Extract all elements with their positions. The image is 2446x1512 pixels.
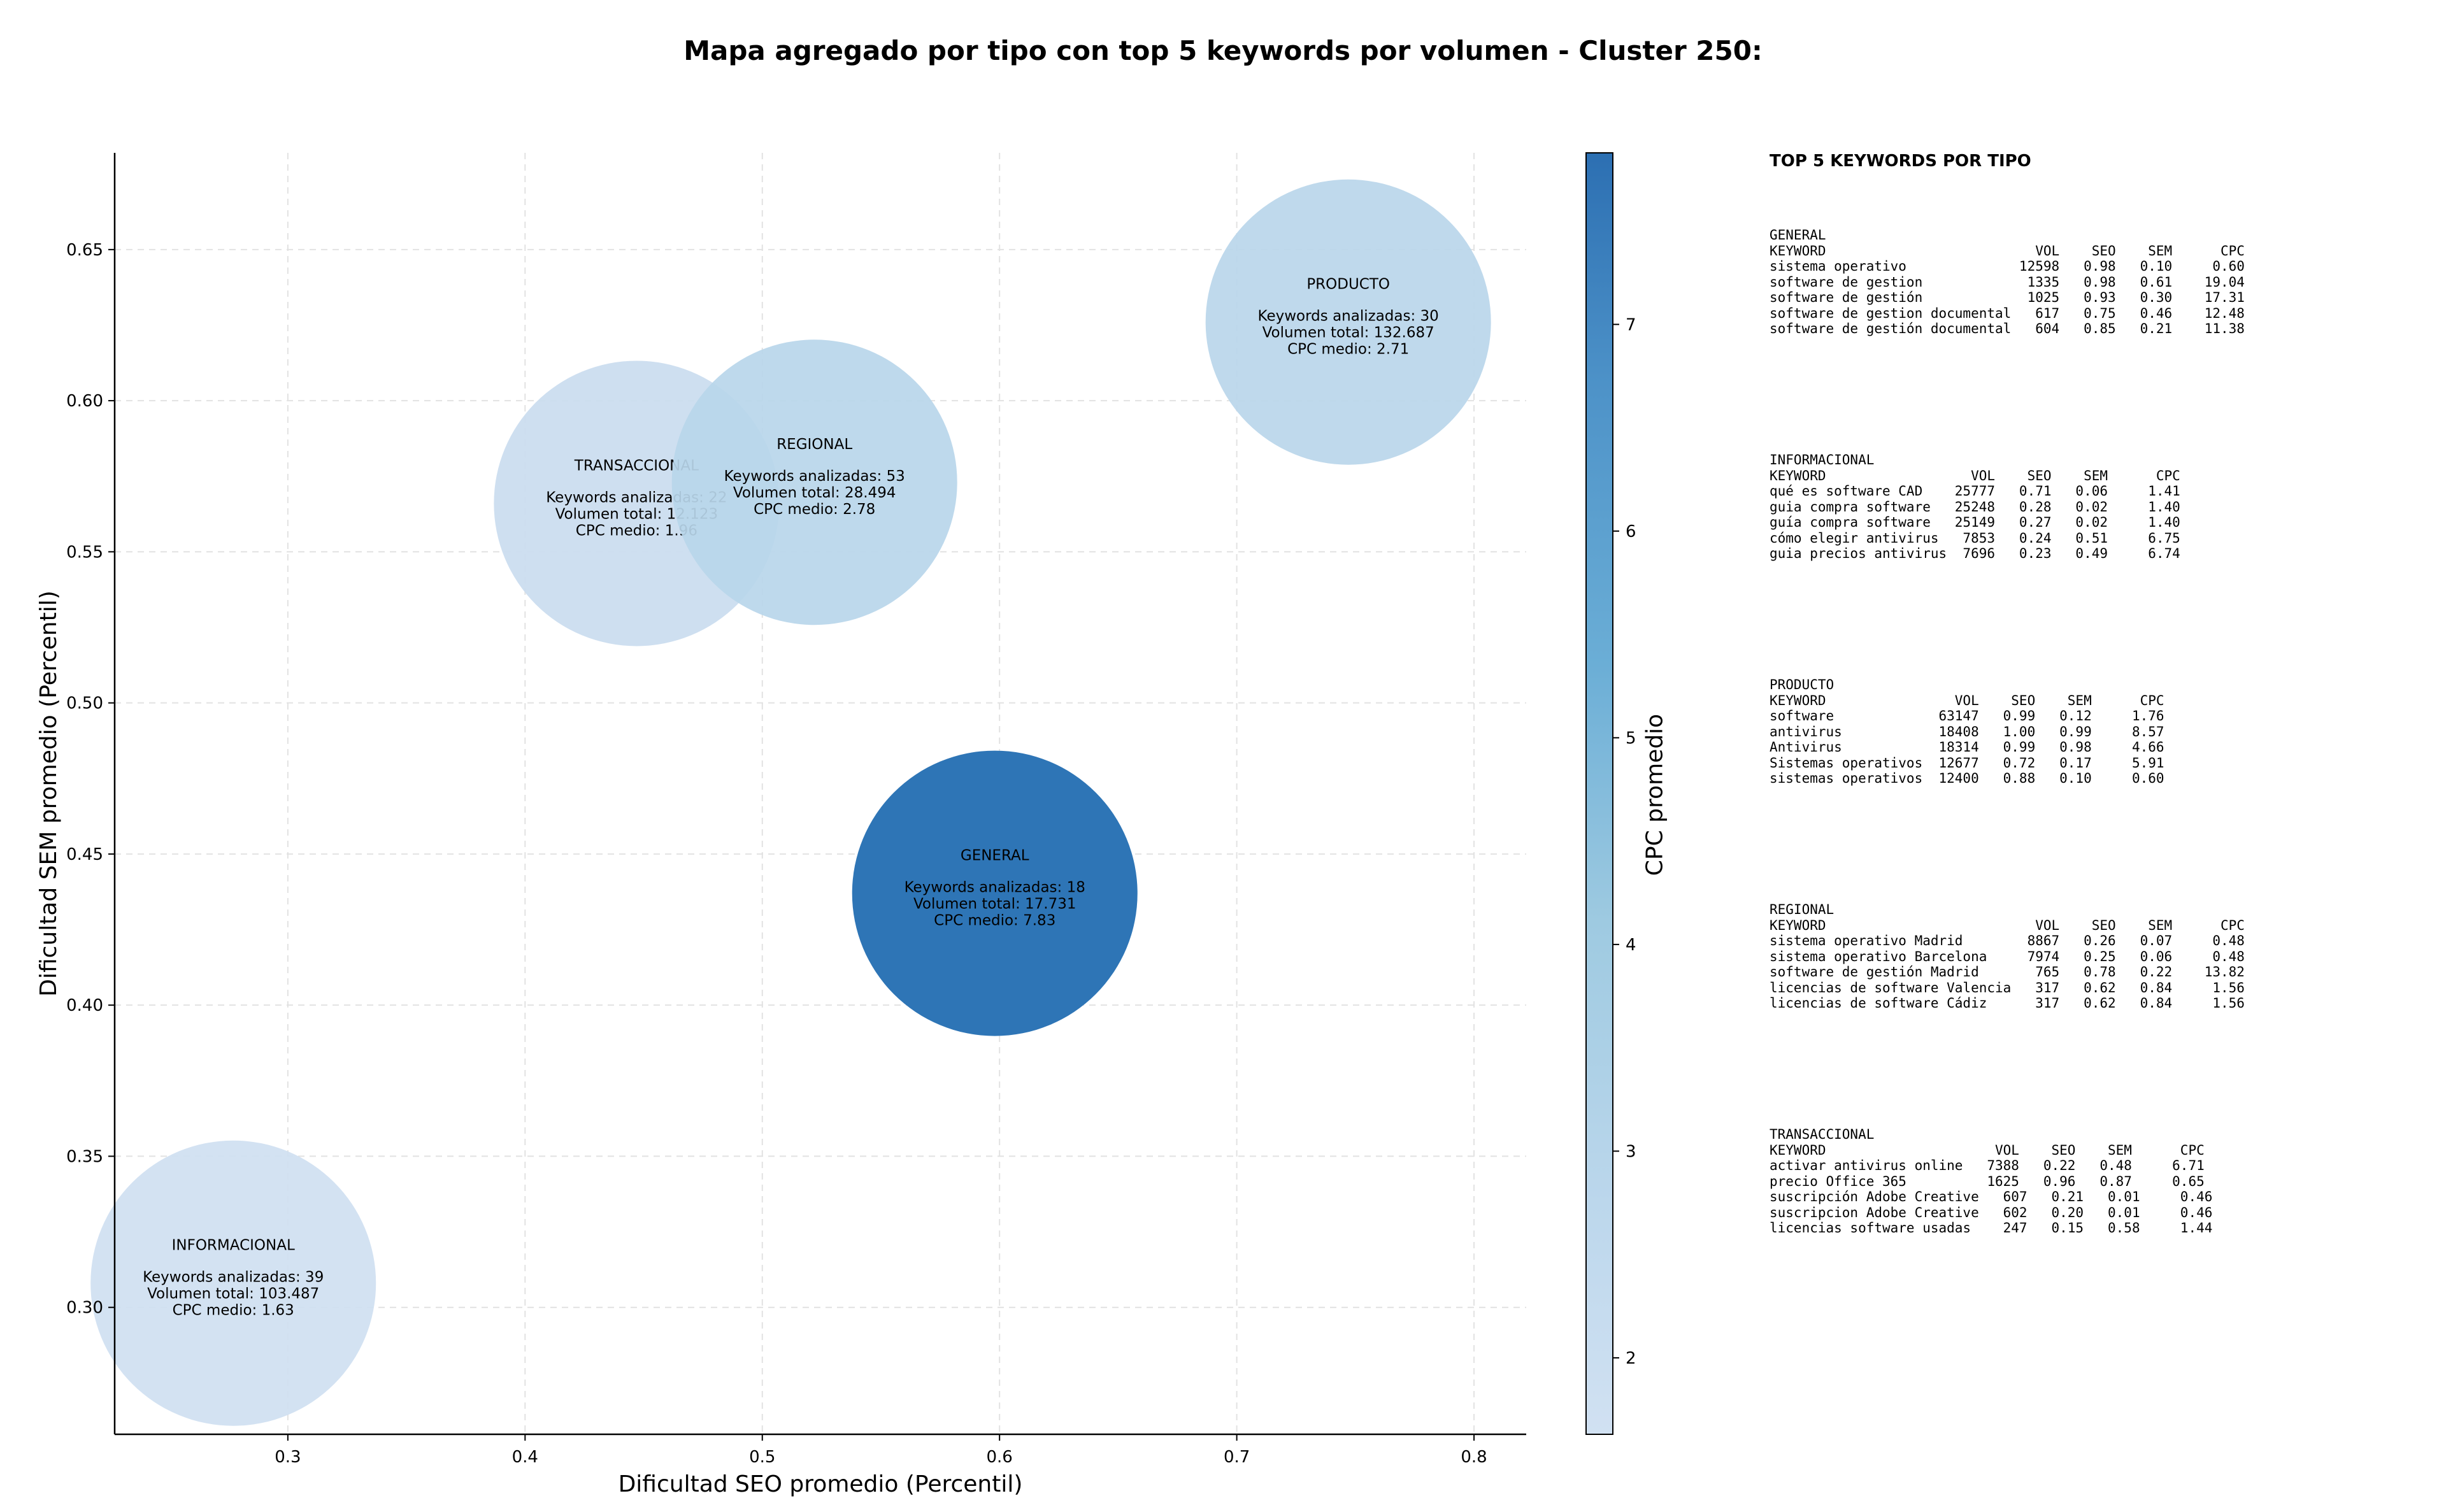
bubble-label: Keywords analizadas: 53 [724, 468, 905, 485]
colorbar-label: CPC promedio [1641, 713, 1668, 876]
keyword-table-general: GENERAL KEYWORD VOL SEO SEM CPC sistema … [1770, 227, 2245, 336]
y-tick-label: 0.30 [66, 1299, 103, 1318]
colorbar-tick-label: 6 [1626, 522, 1636, 541]
bubble-producto [1205, 179, 1491, 465]
bubble-label: Keywords analizadas: 39 [143, 1269, 324, 1286]
bubble-label: CPC medio: 7.83 [934, 913, 1055, 929]
colorbar-tick-label: 4 [1626, 936, 1636, 955]
colorbar-tick-label: 3 [1626, 1142, 1636, 1161]
x-tick-label: 0.8 [1461, 1448, 1487, 1467]
bubble-label: CPC medio: 1.63 [173, 1302, 294, 1319]
bubble-label: GENERAL [961, 848, 1029, 864]
bubble-label: Keywords analizadas: 18 [905, 880, 1085, 896]
x-tick-label: 0.6 [987, 1448, 1013, 1467]
bubble-label: CPC medio: 2.71 [1287, 341, 1409, 358]
colorbar-tick-label: 2 [1626, 1349, 1636, 1368]
y-tick-label: 0.40 [66, 996, 103, 1015]
y-tick-label: 0.45 [66, 845, 103, 864]
keyword-table-regional: REGIONAL KEYWORD VOL SEO SEM CPC sistema… [1770, 902, 2245, 1011]
x-tick-label: 0.4 [512, 1448, 538, 1467]
bubble-label: Keywords analizadas: 30 [1258, 308, 1439, 325]
x-tick-label: 0.7 [1224, 1448, 1250, 1467]
keyword-table-producto: PRODUCTO KEYWORD VOL SEO SEM CPC softwar… [1770, 677, 2164, 786]
x-tick-label: 0.3 [275, 1448, 301, 1467]
x-tick-label: 0.5 [749, 1448, 775, 1467]
x-axis-label: Dificultad SEO promedio (Percentil) [619, 1471, 1023, 1497]
bubble-label: Volumen total: 28.494 [733, 485, 896, 501]
chart-title: Mapa agregado por tipo con top 5 keyword… [683, 35, 1763, 66]
bubble-label: PRODUCTO [1306, 276, 1390, 293]
bubble-informacional [90, 1140, 376, 1426]
y-axis-label: Dificultad SEM promedio (Percentil) [36, 590, 62, 997]
colorbar-tick-label: 7 [1626, 315, 1636, 334]
side-panel-title: TOP 5 KEYWORDS POR TIPO [1770, 152, 2031, 171]
y-tick-label: 0.35 [66, 1147, 103, 1166]
bubble-label: Volumen total: 132.687 [1262, 325, 1434, 341]
y-tick-label: 0.60 [66, 392, 103, 411]
bubble-label: REGIONAL [776, 436, 852, 453]
colorbar [1585, 152, 1613, 1435]
y-tick-label: 0.55 [66, 543, 103, 562]
bubble-label: CPC medio: 2.78 [754, 501, 875, 518]
colorbar-tick-label: 5 [1626, 729, 1636, 748]
y-tick-label: 0.50 [66, 694, 103, 713]
keyword-table-informacional: INFORMACIONAL KEYWORD VOL SEO SEM CPC qu… [1770, 452, 2180, 561]
bubble-label: Volumen total: 103.487 [147, 1286, 319, 1302]
keyword-table-transaccional: TRANSACCIONAL KEYWORD VOL SEO SEM CPC ac… [1770, 1127, 2213, 1236]
bubble-general [852, 750, 1138, 1036]
y-tick-label: 0.65 [66, 241, 103, 260]
bubble-regional [671, 339, 957, 625]
bubble-label: Volumen total: 17.731 [913, 896, 1076, 913]
bubble-label: INFORMACIONAL [172, 1237, 295, 1254]
bubble-label: CPC medio: 1.96 [576, 522, 697, 539]
